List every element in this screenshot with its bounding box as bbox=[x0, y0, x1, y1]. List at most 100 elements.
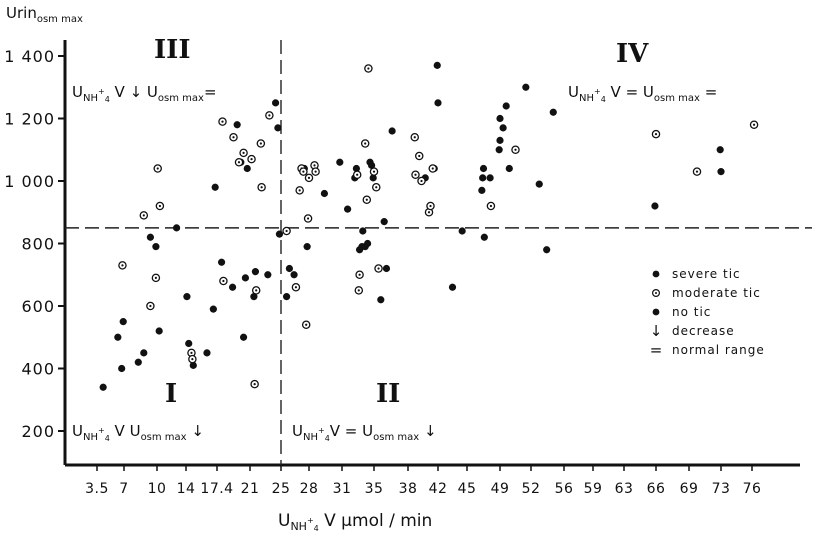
point-severe-tic bbox=[344, 205, 352, 213]
point-severe-tic bbox=[505, 164, 513, 173]
point-moderate-tic bbox=[651, 129, 661, 139]
legend-entry: moderate tic bbox=[651, 286, 761, 300]
point-severe-tic bbox=[134, 358, 142, 366]
point-severe-tic bbox=[209, 305, 217, 313]
point-moderate-tic bbox=[229, 132, 238, 142]
reference-lines bbox=[65, 40, 812, 465]
point-severe-tic bbox=[146, 233, 154, 241]
x-tick-label: 73 bbox=[712, 481, 731, 497]
point-moderate-tic bbox=[256, 139, 266, 148]
point-severe-tic bbox=[217, 258, 226, 266]
point-severe-tic bbox=[203, 349, 211, 357]
point-severe-tic bbox=[119, 318, 127, 326]
point-moderate-tic bbox=[295, 186, 304, 195]
point-severe-tic bbox=[502, 102, 510, 110]
legend-marker-filled bbox=[652, 308, 660, 316]
point-severe-tic bbox=[185, 339, 193, 348]
point-severe-tic bbox=[290, 271, 298, 279]
point-severe-tic bbox=[241, 274, 250, 282]
point-severe-tic bbox=[496, 136, 504, 144]
x-tick-label: 52 bbox=[522, 481, 541, 497]
point-moderate-tic bbox=[303, 214, 313, 223]
x-tick-label: 59 bbox=[584, 481, 603, 497]
legend-entry: ↓ decrease bbox=[650, 322, 735, 340]
x-tick-label: 25 bbox=[272, 481, 291, 497]
point-severe-tic bbox=[458, 227, 466, 235]
point-moderate-tic bbox=[426, 201, 435, 211]
point-severe-tic bbox=[285, 264, 293, 273]
point-moderate-tic bbox=[299, 167, 308, 176]
point-severe-tic bbox=[377, 296, 385, 304]
point-severe-tic bbox=[486, 174, 494, 182]
point-severe-tic bbox=[434, 99, 442, 107]
x-axis-label: UNH+4 V µmol / min bbox=[278, 511, 432, 533]
point-severe-tic bbox=[152, 243, 160, 251]
x-tick-label: 28 bbox=[300, 481, 319, 497]
plot-frame bbox=[63, 40, 800, 467]
x-tick-label: 76 bbox=[743, 481, 762, 497]
legend-label: decrease bbox=[672, 324, 735, 338]
point-severe-tic bbox=[496, 114, 504, 123]
point-severe-tic bbox=[448, 283, 457, 291]
point-moderate-tic bbox=[239, 148, 248, 158]
point-moderate-tic bbox=[692, 167, 702, 176]
point-moderate-tic bbox=[354, 286, 364, 295]
point-moderate-tic bbox=[218, 117, 227, 126]
point-severe-tic bbox=[303, 243, 311, 251]
point-moderate-tic bbox=[251, 286, 261, 295]
point-severe-tic bbox=[99, 383, 107, 391]
point-severe-tic bbox=[549, 108, 557, 116]
point-moderate-tic bbox=[250, 379, 259, 389]
point-moderate-tic bbox=[311, 167, 320, 176]
quadrant-III-annotation: UNH+4 V ↓ Uosm max= bbox=[72, 83, 217, 104]
point-severe-tic bbox=[522, 83, 530, 91]
x-tick-label: 49 bbox=[491, 481, 510, 497]
legend: severe tic moderate tic no tic ↓ decrease = no… bbox=[650, 267, 764, 359]
point-severe-tic bbox=[233, 121, 241, 129]
point-moderate-tic bbox=[118, 261, 127, 270]
quadrant-II-annotation: UNH+4V = Uosm max ↓ bbox=[292, 422, 437, 443]
x-tick-label: 31 bbox=[333, 481, 352, 497]
point-severe-tic bbox=[479, 174, 487, 182]
point-severe-tic bbox=[368, 161, 376, 169]
point-moderate-tic bbox=[369, 167, 379, 176]
point-moderate-tic bbox=[301, 320, 311, 329]
quadrant-numeral-I: I bbox=[165, 379, 177, 409]
point-moderate-tic bbox=[257, 182, 266, 192]
quadrant-numeral-II: II bbox=[376, 379, 400, 409]
point-moderate-tic bbox=[486, 201, 496, 211]
point-severe-tic bbox=[264, 271, 272, 279]
x-tick-label: 66 bbox=[647, 481, 666, 497]
point-moderate-tic bbox=[360, 139, 370, 148]
point-severe-tic bbox=[155, 327, 163, 335]
point-severe-tic bbox=[211, 183, 219, 191]
quadrant-numeral-IV: IV bbox=[616, 39, 649, 69]
point-moderate-tic bbox=[234, 157, 244, 167]
point-moderate-tic bbox=[417, 176, 426, 186]
point-severe-tic bbox=[251, 268, 260, 276]
point-moderate-tic bbox=[411, 170, 420, 179]
x-tick-label: 35 bbox=[365, 481, 384, 497]
point-moderate-tic bbox=[219, 276, 228, 286]
point-severe-tic bbox=[275, 230, 284, 238]
legend-symbol: = bbox=[650, 341, 663, 359]
point-severe-tic bbox=[172, 224, 181, 232]
point-severe-tic bbox=[359, 227, 367, 235]
point-severe-tic bbox=[228, 283, 237, 291]
point-severe-tic bbox=[118, 364, 126, 373]
point-moderate-tic bbox=[410, 132, 419, 142]
point-severe-tic bbox=[114, 333, 122, 341]
point-severe-tic bbox=[243, 164, 251, 173]
point-moderate-tic bbox=[374, 264, 383, 273]
legend-label: moderate tic bbox=[672, 286, 761, 300]
legend-marker-filled bbox=[652, 270, 660, 278]
point-severe-tic bbox=[352, 164, 360, 173]
point-severe-tic bbox=[651, 202, 659, 210]
point-severe-tic bbox=[336, 158, 344, 166]
legend-symbol: ↓ bbox=[650, 322, 663, 340]
point-moderate-tic bbox=[364, 64, 373, 73]
point-severe-tic bbox=[183, 293, 191, 301]
x-tick-label: 17.4 bbox=[200, 481, 233, 497]
y-axis-ticks: 200 400 600 800 1 000 1 200 1 400 bbox=[4, 47, 65, 441]
point-moderate-tic bbox=[362, 195, 372, 204]
